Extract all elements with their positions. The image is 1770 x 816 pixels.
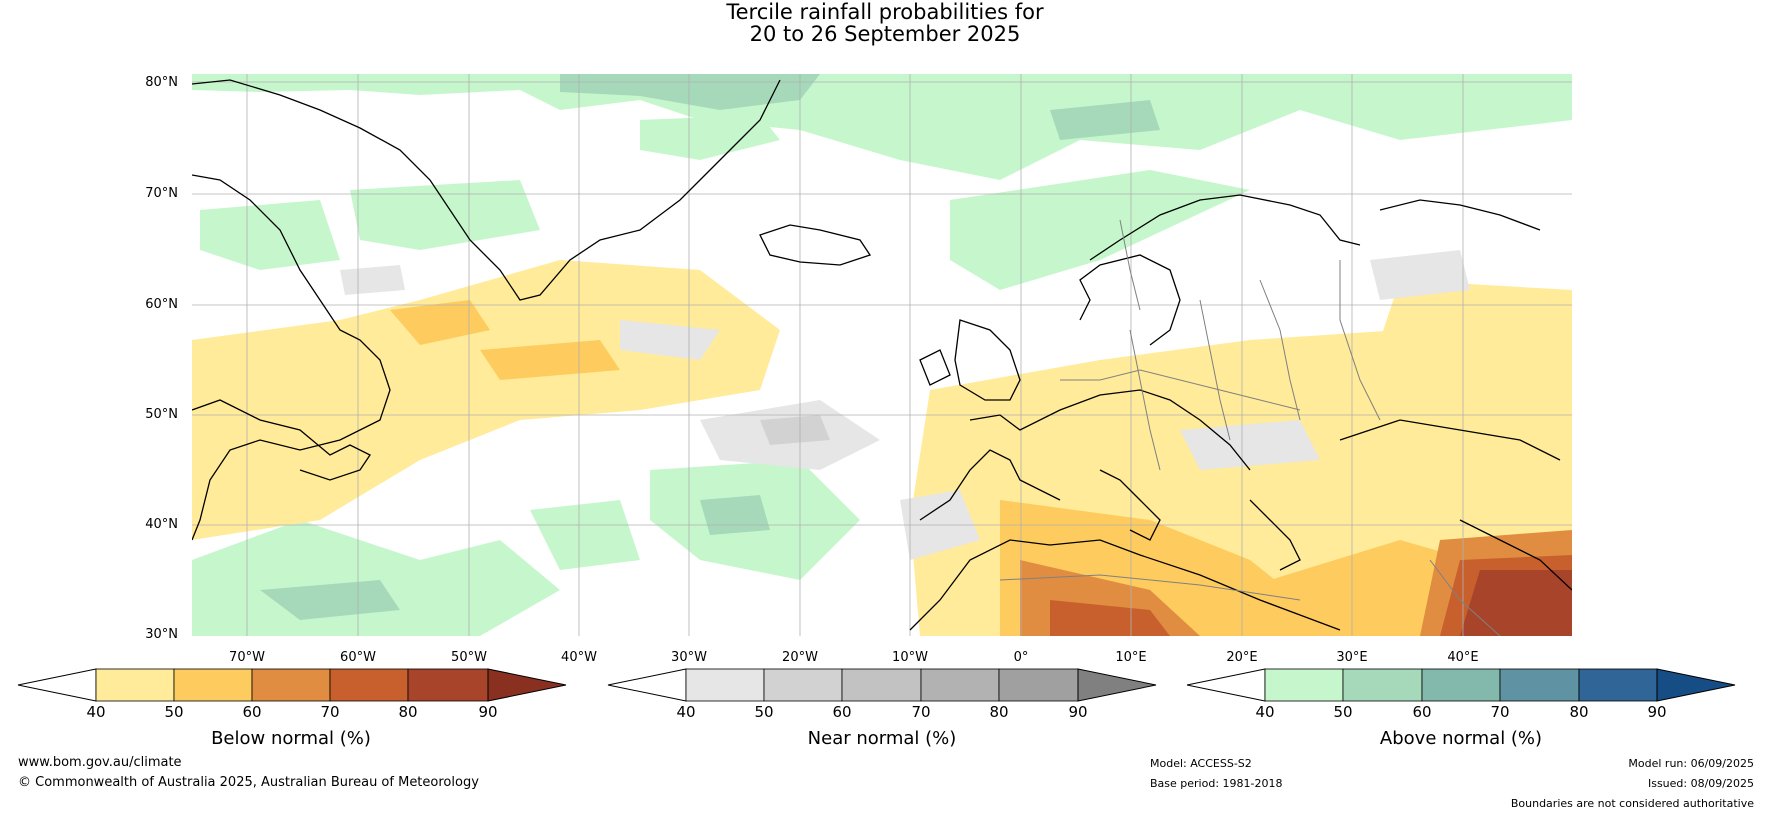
lon-label-40w: 40°W	[561, 650, 597, 665]
near-tick: 80	[989, 703, 1009, 721]
model-run-date: Model run: 06/09/2025	[1628, 757, 1754, 770]
lat-label-50n: 50°N	[145, 407, 178, 422]
near-tick: 70	[911, 703, 931, 721]
above-tick: 80	[1569, 703, 1589, 721]
above-normal-label: Above normal (%)	[1379, 728, 1543, 749]
below-tick: 90	[478, 703, 498, 721]
lon-label-10w: 10°W	[892, 650, 928, 665]
lon-label-50w: 50°W	[451, 650, 487, 665]
lat-label-30n: 30°N	[145, 627, 178, 642]
above-tick: 70	[1490, 703, 1510, 721]
colorbar-below	[17, 668, 567, 702]
coastlines	[192, 79, 1572, 631]
lon-label-30w: 30°W	[671, 650, 707, 665]
lon-label-20w: 20°W	[782, 650, 818, 665]
lon-label-10e: 10°E	[1115, 650, 1147, 665]
colorbar-above	[1186, 668, 1736, 702]
above-tick: 60	[1412, 703, 1432, 721]
base-period: Base period: 1981-2018	[1150, 777, 1283, 790]
near-tick: 90	[1068, 703, 1088, 721]
near-normal-label: Near normal (%)	[807, 728, 957, 749]
lon-label-20e: 20°E	[1226, 650, 1258, 665]
lat-label-70n: 70°N	[145, 186, 178, 201]
map-title-line2: 20 to 26 September 2025	[749, 22, 1021, 46]
model-info: Model: ACCESS-S2	[1150, 757, 1252, 770]
above-tick: 90	[1647, 703, 1667, 721]
lon-label-60w: 60°W	[340, 650, 376, 665]
below-tick: 60	[242, 703, 262, 721]
below-tick: 50	[164, 703, 184, 721]
lon-label-40e: 40°E	[1447, 650, 1479, 665]
boundaries-disclaimer: Boundaries are not considered authoritat…	[1510, 797, 1754, 810]
near-tick: 50	[754, 703, 774, 721]
website-link[interactable]: www.bom.gov.au/climate	[18, 755, 182, 770]
lat-label-60n: 60°N	[145, 297, 178, 312]
map-title-line1: Tercile rainfall probabilities for	[726, 0, 1044, 24]
issued-date: Issued: 08/09/2025	[1647, 777, 1754, 790]
near-tick: 60	[832, 703, 852, 721]
lon-label-30e: 30°E	[1336, 650, 1368, 665]
country-borders	[999, 219, 1501, 636]
below-tick: 70	[320, 703, 340, 721]
below-tick: 80	[398, 703, 418, 721]
below-normal-shading	[192, 260, 1572, 636]
lat-label-80n: 80°N	[145, 75, 178, 90]
lat-label-40n: 40°N	[145, 517, 178, 532]
colorbar-near	[607, 668, 1157, 702]
lon-label-0: 0°	[1013, 650, 1029, 665]
lon-label-70w: 70°W	[229, 650, 265, 665]
map-area	[192, 74, 1572, 636]
above-tick: 50	[1333, 703, 1353, 721]
above-tick: 40	[1255, 703, 1275, 721]
below-normal-label: Below normal (%)	[211, 728, 371, 749]
near-tick: 40	[676, 703, 696, 721]
copyright-notice: © Commonwealth of Australia 2025, Austra…	[18, 775, 479, 790]
below-tick: 40	[86, 703, 106, 721]
